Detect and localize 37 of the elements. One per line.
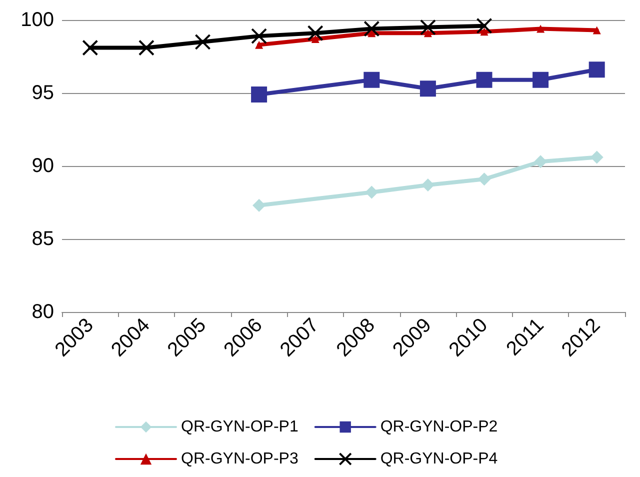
legend-label: QR-GYN-OP-P1 <box>181 418 298 436</box>
point <box>424 29 432 38</box>
y-tick-label: 80 <box>32 301 54 323</box>
y-tick-label: 100 <box>20 9 54 31</box>
y-tick-label: 85 <box>32 228 54 250</box>
point <box>368 29 376 38</box>
point <box>421 178 434 192</box>
point <box>251 86 268 102</box>
legend-label: QR-GYN-OP-P4 <box>380 450 498 468</box>
point <box>534 155 548 168</box>
point <box>476 72 492 88</box>
point <box>364 72 380 88</box>
point <box>420 80 436 97</box>
point <box>138 40 154 56</box>
point <box>588 62 605 78</box>
point <box>311 34 320 43</box>
point <box>476 18 492 34</box>
point <box>590 150 604 164</box>
point <box>532 72 549 88</box>
legend-label: QR-GYN-OP-P2 <box>380 418 498 436</box>
point <box>255 40 264 49</box>
line-series <box>255 24 601 49</box>
point <box>365 186 378 199</box>
point <box>420 19 436 36</box>
point <box>251 28 268 44</box>
point <box>364 20 380 37</box>
point <box>478 172 491 186</box>
legend-label: QR-GYN-OP-P3 <box>181 450 298 468</box>
point <box>194 34 211 50</box>
point <box>536 24 545 33</box>
point <box>252 198 266 212</box>
point <box>82 40 98 56</box>
y-tick-label: 95 <box>32 82 54 104</box>
point <box>307 25 324 42</box>
point <box>592 26 601 34</box>
point <box>480 28 488 36</box>
y-tick-label: 90 <box>32 155 54 177</box>
